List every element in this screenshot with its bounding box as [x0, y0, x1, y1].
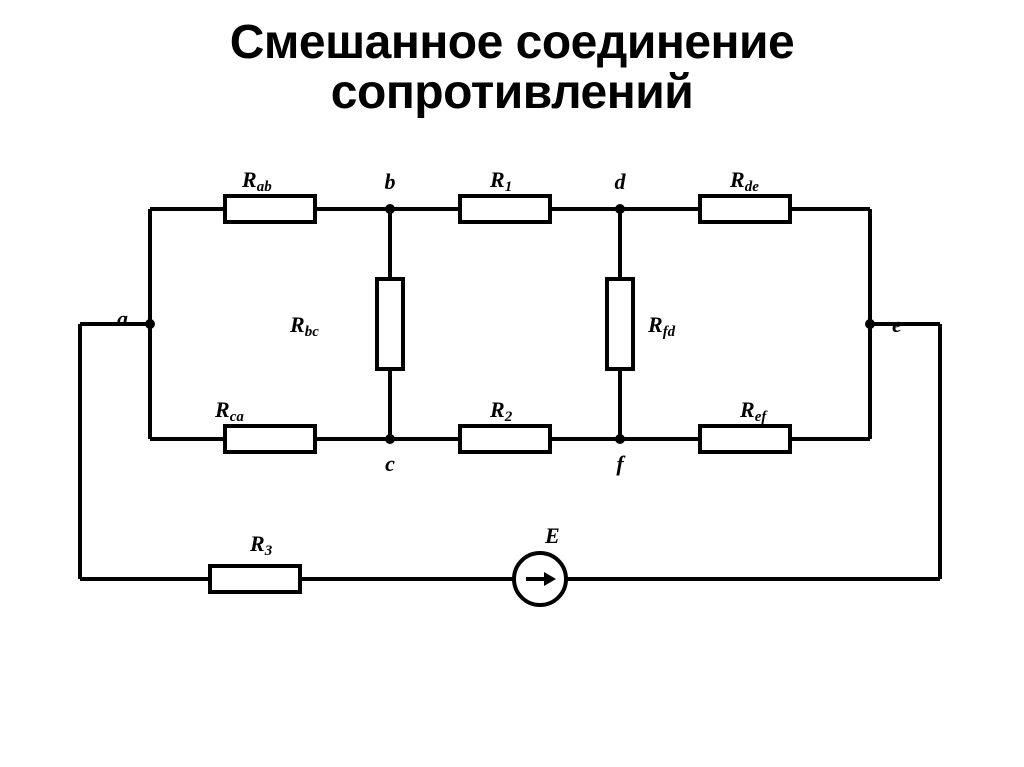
title-line1: Смешанное соединение — [0, 18, 1024, 68]
label-Ref: Ref — [739, 397, 768, 425]
label-R3: R3 — [249, 531, 273, 559]
label-Rab: Rab — [241, 167, 272, 195]
label-Rca: Rca — [214, 397, 244, 425]
label-Rbc: Rbc — [289, 312, 319, 340]
circuit-diagram: Rab R1 Rde Rbc Rfd Rca R2 Ref R3 Ea b d e c f — [0, 119, 1024, 739]
node-label-c: c — [385, 451, 395, 476]
node-label-e: e — [892, 312, 902, 337]
label-Rde: Rde — [729, 167, 759, 195]
label-E: E — [544, 523, 560, 548]
node-label-b: b — [385, 169, 396, 194]
node-label-a: a — [117, 306, 128, 331]
label-Rfd: Rfd — [647, 312, 676, 340]
label-R1: R1 — [489, 167, 512, 195]
page-title: Смешанное соединение сопротивлений — [0, 0, 1024, 119]
label-R2: R2 — [489, 397, 513, 425]
node-label-d: d — [615, 169, 627, 194]
node-label-f: f — [616, 451, 626, 476]
title-line2: сопротивлений — [0, 68, 1024, 118]
